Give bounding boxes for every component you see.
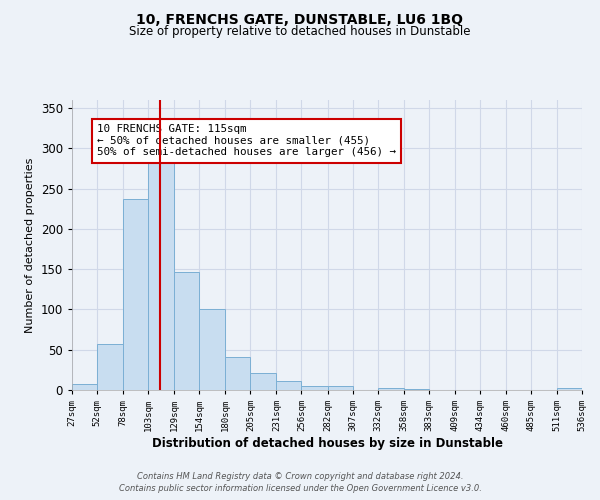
Y-axis label: Number of detached properties: Number of detached properties bbox=[25, 158, 35, 332]
Bar bbox=[72, 384, 97, 390]
Bar bbox=[199, 310, 226, 390]
Bar bbox=[97, 344, 123, 390]
Bar bbox=[557, 388, 582, 390]
Bar bbox=[404, 389, 428, 390]
Bar bbox=[250, 373, 277, 390]
Bar bbox=[301, 386, 328, 390]
Bar bbox=[277, 381, 301, 390]
Text: Size of property relative to detached houses in Dunstable: Size of property relative to detached ho… bbox=[129, 25, 471, 38]
Bar bbox=[328, 386, 353, 390]
Text: 10, FRENCHS GATE, DUNSTABLE, LU6 1BQ: 10, FRENCHS GATE, DUNSTABLE, LU6 1BQ bbox=[137, 12, 464, 26]
X-axis label: Distribution of detached houses by size in Dunstable: Distribution of detached houses by size … bbox=[151, 437, 503, 450]
Bar bbox=[148, 156, 174, 390]
Bar bbox=[377, 388, 404, 390]
Text: Contains HM Land Registry data © Crown copyright and database right 2024.
Contai: Contains HM Land Registry data © Crown c… bbox=[119, 472, 481, 493]
Bar bbox=[123, 199, 148, 390]
Bar bbox=[174, 272, 199, 390]
Text: 10 FRENCHS GATE: 115sqm
← 50% of detached houses are smaller (455)
50% of semi-d: 10 FRENCHS GATE: 115sqm ← 50% of detache… bbox=[97, 124, 396, 158]
Bar bbox=[226, 357, 250, 390]
